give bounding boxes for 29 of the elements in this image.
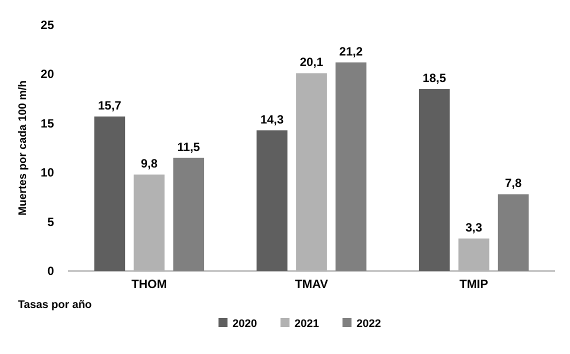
legend-label: 2020 (232, 318, 257, 330)
legend-label: 2022 (356, 318, 381, 330)
data-label: 11,5 (177, 140, 200, 154)
bar (418, 88, 450, 271)
legend-label: 2021 (294, 318, 319, 330)
bar (296, 73, 327, 271)
y-tick-label: 25 (40, 18, 54, 32)
data-label: 9,8 (140, 156, 158, 171)
data-label: 20,1 (300, 55, 324, 70)
bar (458, 238, 490, 271)
bar (94, 116, 126, 271)
data-label: 21,2 (339, 44, 363, 58)
x-tick-label: THOM (132, 277, 167, 291)
y-tick-label: 10 (40, 166, 54, 180)
y-tick-label: 5 (47, 214, 54, 229)
x-tick-label: TMIP (459, 277, 488, 291)
data-label: 14,3 (260, 112, 284, 126)
y-tick-label: 0 (47, 264, 54, 278)
bar (256, 130, 288, 271)
y-axis-title: Muertes por cada 100 m/h (17, 80, 29, 216)
x-axis-title: Tasas por año (18, 299, 92, 311)
data-label: 7,8 (504, 176, 522, 190)
data-label: 18,5 (422, 70, 446, 85)
bar (134, 174, 165, 271)
data-label: 3,3 (465, 220, 482, 235)
data-label: 15,7 (98, 98, 122, 113)
y-tick-label: 20 (40, 67, 54, 82)
y-tick-label: 15 (40, 116, 54, 130)
x-tick-label: TMAV (294, 277, 328, 291)
